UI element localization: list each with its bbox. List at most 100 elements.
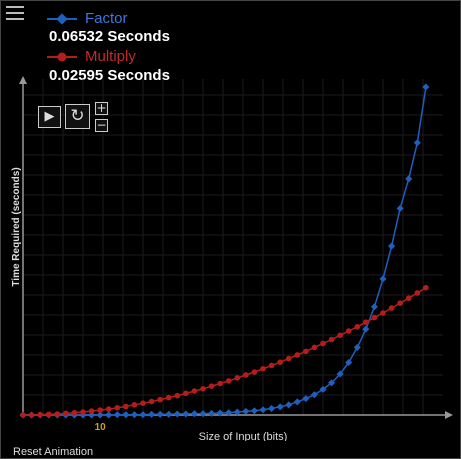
data-point-multiply [200, 385, 206, 392]
reset-animation-link[interactable]: Reset Animation [13, 446, 94, 458]
multiply-legend-marker-icon [47, 52, 77, 61]
data-point-multiply [131, 402, 138, 408]
data-point-multiply [157, 396, 163, 403]
data-point-multiply [208, 383, 215, 389]
data-point-factor [362, 325, 370, 333]
data-point-factor [225, 409, 233, 417]
data-point-factor [259, 406, 267, 414]
data-point-factor [328, 379, 336, 387]
data-point-multiply [328, 336, 335, 343]
data-point-factor [148, 410, 156, 418]
data-point-multiply [277, 359, 283, 365]
y-axis-label: Time Required (seconds) [11, 167, 22, 286]
factor-time-readout: 0.06532 Seconds [49, 28, 170, 45]
y-axis-arrow-icon [19, 76, 27, 84]
zoom-in-button[interactable]: + [95, 101, 108, 115]
data-point-factor [319, 385, 327, 393]
data-point-multiply [88, 408, 95, 414]
data-point-factor [199, 410, 207, 418]
legend-item-factor[interactable]: Factor [47, 10, 128, 27]
data-point-factor [165, 410, 173, 418]
data-point-multiply [243, 372, 249, 378]
data-point-factor [268, 404, 276, 412]
data-point-multiply [20, 412, 26, 418]
data-point-factor [388, 242, 396, 250]
data-point-multiply [97, 407, 103, 413]
data-point-multiply [268, 362, 275, 369]
factor-legend-marker-icon [47, 12, 77, 25]
data-point-multiply [380, 310, 386, 316]
data-point-multiply [114, 404, 121, 411]
x-axis-label: Size of Input (bits) [199, 431, 288, 441]
data-point-multiply [320, 340, 326, 347]
data-point-multiply [354, 323, 361, 330]
data-point-factor [285, 401, 293, 409]
x-tick-label: 10 [95, 422, 107, 433]
data-point-factor [190, 410, 198, 418]
multiply-time-readout: 0.02595 Seconds [49, 67, 170, 84]
data-point-multiply [28, 412, 35, 418]
data-point-multiply [123, 403, 129, 410]
data-point-multiply [337, 332, 343, 339]
data-point-factor [293, 398, 301, 406]
restart-button[interactable]: ↻ [65, 104, 90, 129]
data-point-multiply [37, 411, 43, 418]
data-point-multiply [405, 295, 412, 302]
data-point-multiply [251, 369, 258, 375]
data-point-multiply [260, 365, 266, 372]
reload-icon: ↻ [70, 106, 85, 126]
zoom-out-button[interactable]: − [95, 118, 108, 132]
data-point-factor [396, 204, 404, 212]
data-point-factor [250, 407, 258, 415]
line-chart: 10 Size of Input (bits) Time Required (s… [11, 76, 453, 441]
data-point-multiply [191, 388, 198, 394]
data-point-factor [96, 411, 104, 419]
data-point-multiply [414, 290, 421, 296]
data-point-factor [130, 411, 138, 419]
data-point-factor [113, 411, 121, 419]
data-point-multiply [285, 355, 292, 362]
series-layer [19, 83, 430, 419]
data-point-multiply [71, 409, 78, 416]
data-point-multiply [140, 400, 146, 406]
data-point-multiply [54, 411, 61, 417]
data-point-multiply [183, 390, 189, 397]
data-point-factor [379, 275, 387, 283]
data-point-multiply [234, 375, 241, 381]
data-point-factor [233, 408, 241, 416]
data-point-multiply [388, 305, 395, 311]
data-point-factor [182, 410, 190, 418]
grid-lines [23, 79, 443, 415]
legend-label-multiply: Multiply [85, 48, 136, 65]
data-point-factor [208, 409, 216, 417]
data-point-multiply [45, 411, 52, 418]
data-point-multiply [423, 284, 429, 291]
legend-item-multiply[interactable]: Multiply [47, 48, 136, 65]
hamburger-menu-icon[interactable] [6, 6, 24, 20]
data-point-multiply [311, 344, 318, 351]
data-point-multiply [294, 352, 301, 358]
data-point-factor [122, 411, 130, 419]
data-point-factor [336, 370, 344, 378]
data-point-multiply [363, 319, 369, 325]
play-icon: ▶ [44, 109, 55, 124]
data-point-factor [353, 343, 361, 351]
play-button[interactable]: ▶ [38, 106, 61, 128]
data-point-multiply [63, 410, 69, 417]
data-point-factor [216, 409, 224, 417]
data-point-multiply [371, 314, 378, 321]
x-axis-arrow-icon [445, 411, 453, 419]
data-point-factor [242, 407, 250, 415]
data-point-factor [370, 303, 378, 311]
data-point-factor [345, 358, 353, 367]
data-point-factor [310, 391, 318, 399]
data-point-multiply [174, 392, 181, 399]
data-point-factor [302, 395, 310, 403]
data-point-multiply [303, 348, 309, 355]
data-point-factor [422, 83, 430, 91]
data-point-factor [413, 139, 421, 147]
data-point-multiply [217, 380, 223, 387]
data-point-factor [173, 410, 181, 418]
data-point-factor [276, 403, 284, 411]
